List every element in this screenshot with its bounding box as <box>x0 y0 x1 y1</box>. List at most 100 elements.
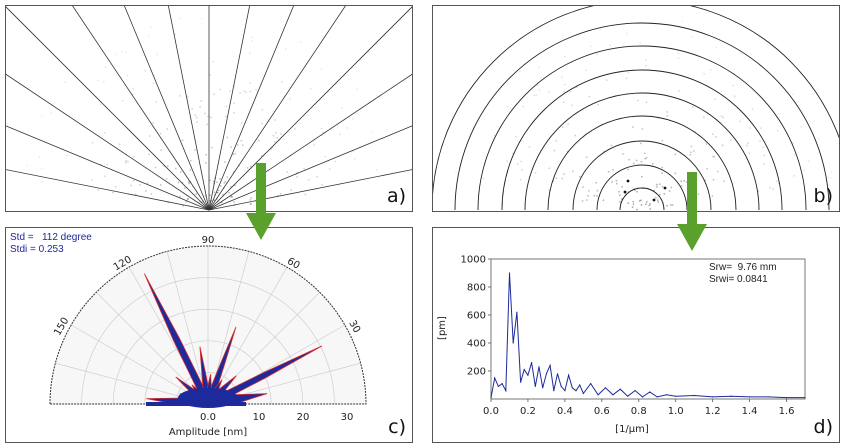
x-axis-label: [1/μm] <box>615 424 649 435</box>
spectrum-point <box>553 390 555 392</box>
spectrum-point <box>545 373 547 375</box>
fft-image-radial <box>6 6 412 211</box>
radial-line <box>208 6 412 211</box>
panel-a-angular-fft: a) <box>5 5 413 212</box>
radial-line <box>124 6 210 211</box>
spectrum-point <box>527 374 529 376</box>
spectrum-point <box>505 390 507 392</box>
concentric-arc <box>454 22 830 211</box>
spectrum-point <box>785 397 788 399</box>
srwi-value: Srwi= 0.0841 <box>709 274 768 285</box>
radial-lines <box>6 6 412 211</box>
spectrum-stats: Srw= 9.76 mm Srwi= 0.0841 <box>709 262 777 286</box>
concentric-arc <box>433 6 839 196</box>
spectrum-point <box>523 369 525 371</box>
spectrum-point <box>627 395 629 397</box>
arrow-a-to-c-icon <box>246 163 276 240</box>
std-value: Std = 112 degree <box>10 232 92 243</box>
spectrum-point <box>712 396 714 398</box>
radial-line <box>208 125 412 211</box>
spectrum-point <box>597 394 599 396</box>
panel-c-label: c) <box>388 416 406 438</box>
spectrum-point <box>560 385 562 387</box>
spectrum-point <box>804 397 806 399</box>
spectrum-line-chart: 200 400 600 800 1000 0.0 0.2 0.4 0.6 0.8 1.0 1.2 1.4… <box>437 255 806 435</box>
spectrum-point <box>494 377 496 379</box>
polar-rose-chart: 90 120 60 150 30 0.0 10 20 30 Amplitude … <box>49 235 367 438</box>
x-tick-label: 1.2 <box>705 406 721 417</box>
spectrum-point <box>749 396 751 398</box>
panel-a-label: a) <box>386 185 406 207</box>
radial-line <box>6 6 210 211</box>
radial-line <box>6 169 210 211</box>
concentric-arc <box>524 92 760 211</box>
spectrum-point <box>497 385 499 387</box>
angle-label-90: 90 <box>202 235 215 246</box>
x-tick-label: 0.0 <box>483 406 499 417</box>
spectrum-point <box>730 395 732 397</box>
radial-line <box>208 6 346 211</box>
x-axis-label: Amplitude [nm] <box>169 427 247 438</box>
spectrum-point <box>612 394 614 396</box>
spectrum-point <box>520 381 522 383</box>
polar-stats: Std = 112 degree Stdi = 0.253 <box>10 232 92 256</box>
spectrum-point <box>619 388 621 390</box>
spectrum-point <box>516 311 518 313</box>
x-tick-label: 0.4 <box>557 406 573 417</box>
concentric-arc <box>477 45 807 211</box>
y-tick-label: 600 <box>467 311 486 322</box>
fft-texture <box>455 20 833 211</box>
spectrum-point <box>641 396 644 398</box>
spectrum-point <box>571 387 573 389</box>
x-tick-30: 30 <box>341 412 354 423</box>
radial-line <box>72 6 210 211</box>
y-tick-label: 400 <box>467 339 486 350</box>
radial-line <box>168 6 210 211</box>
spectrum-point <box>542 387 544 389</box>
x-tick-label: 1.0 <box>668 406 684 417</box>
spectrum-point <box>549 364 551 366</box>
radial-line <box>6 73 210 211</box>
plot-area <box>490 258 806 400</box>
spectrum-point <box>590 383 592 385</box>
spectrum-point <box>634 390 636 392</box>
panel-c-polar-plot: 90 120 60 150 30 0.0 10 20 30 Amplitude … <box>5 227 413 443</box>
polar-grid <box>49 245 367 405</box>
arrow-b-to-d-icon <box>677 172 707 251</box>
radial-line <box>208 169 412 211</box>
spectrum-point <box>512 342 514 344</box>
panel-d-spectrum-chart: 200 400 600 800 1000 0.0 0.2 0.4 0.6 0.8 1.0 1.2 1.4… <box>432 227 840 443</box>
panel-b-label: b) <box>813 185 833 207</box>
spectrum-point <box>538 366 540 368</box>
radial-line <box>6 125 210 211</box>
spectrum-point <box>693 394 695 397</box>
concentric-arc <box>619 187 665 211</box>
concentric-arcs <box>433 6 839 211</box>
x-tick-label: 0.8 <box>631 406 647 417</box>
x-tick-0: 0.0 <box>200 412 216 423</box>
spectrum-point <box>582 392 584 394</box>
spectrum-point <box>649 391 651 393</box>
chart-axes: 200 400 600 800 1000 0.0 0.2 0.4 0.6 0.8 1.0 1.2 1.4… <box>461 255 806 417</box>
spectrum-point <box>604 387 607 389</box>
spectrum-point <box>501 383 503 385</box>
concentric-arc <box>572 140 712 211</box>
x-tick-10: 10 <box>253 412 266 423</box>
spectrum-point <box>508 272 511 274</box>
spectrum-point <box>534 385 536 387</box>
spectrum-point <box>579 384 581 386</box>
y-axis-label: [pm] <box>437 316 448 340</box>
fft-image-concentric <box>433 6 839 211</box>
stdi-value: Stdi = 0.253 <box>10 244 64 255</box>
y-tick-label: 800 <box>467 283 486 294</box>
x-tick-label: 1.6 <box>779 406 795 417</box>
spectrum-point <box>665 394 668 396</box>
spectrum-point <box>531 362 533 364</box>
x-tick-label: 0.6 <box>594 406 610 417</box>
polar-outer-ring <box>49 245 367 405</box>
fft-texture <box>26 17 378 207</box>
x-tick-label: 0.2 <box>520 406 536 417</box>
y-tick-label: 1000 <box>461 255 486 266</box>
radial-line <box>208 6 294 211</box>
y-tick-label: 200 <box>467 367 486 378</box>
